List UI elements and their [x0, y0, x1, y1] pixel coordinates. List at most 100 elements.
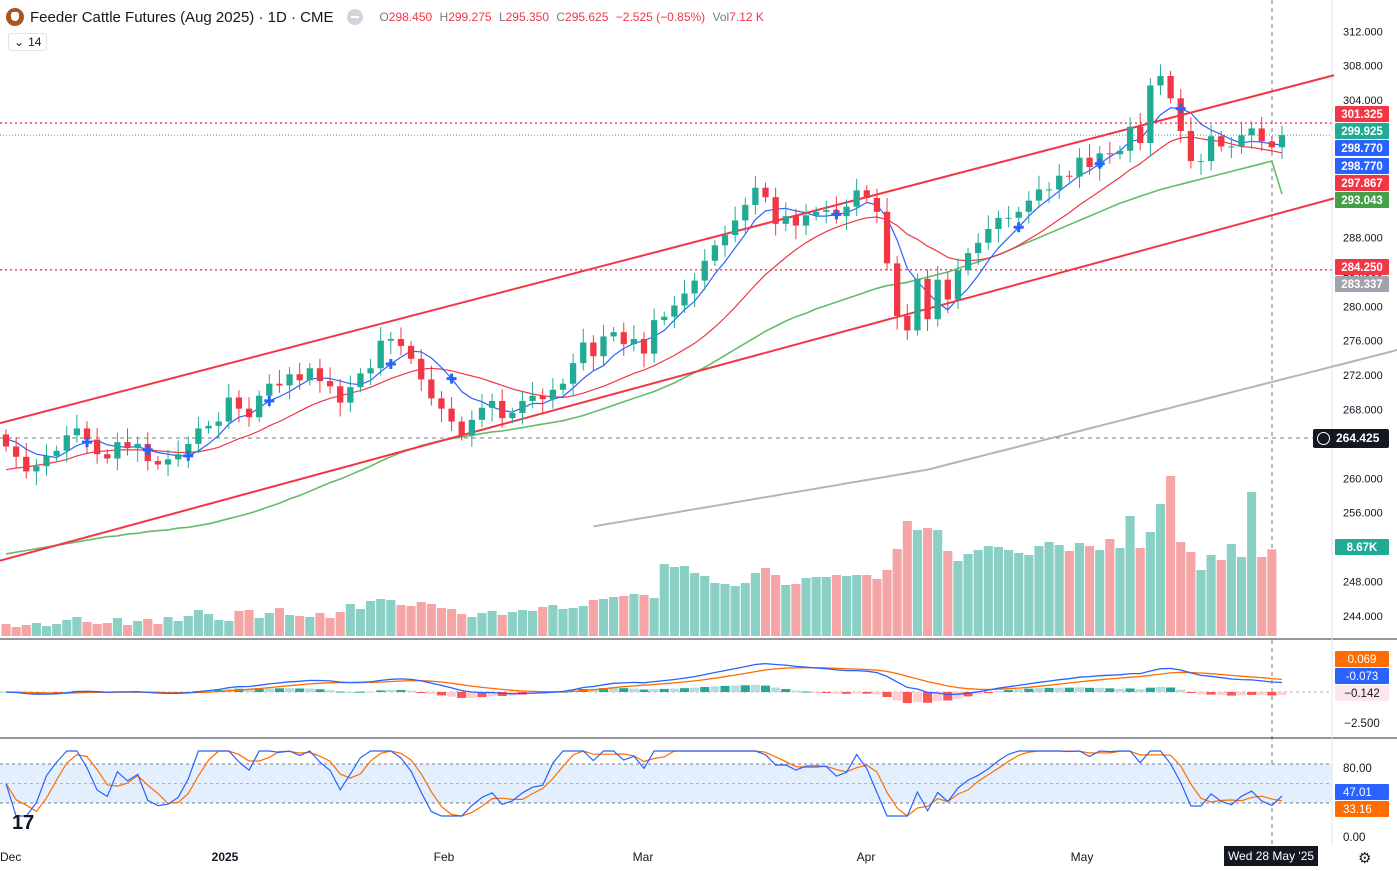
- macd-histogram-bar: [325, 690, 335, 692]
- candle-body: [407, 345, 415, 359]
- candle-body: [1045, 189, 1053, 191]
- candle-body: [63, 435, 70, 451]
- symbol-title[interactable]: Feeder Cattle Futures (Aug 2025) · 1D · …: [30, 8, 334, 26]
- candle-body: [296, 374, 303, 381]
- price-axis-label: 312.000: [1343, 26, 1383, 38]
- macd-histogram-bar: [52, 692, 62, 693]
- candle-body: [559, 383, 567, 390]
- volume-bar: [92, 624, 102, 636]
- candle-body: [235, 397, 243, 409]
- macd-histogram-bar: [487, 692, 497, 697]
- volume-bar: [1236, 557, 1247, 636]
- volume-bar: [1115, 548, 1125, 636]
- volume-bar: [234, 611, 244, 636]
- candle-body: [904, 315, 911, 331]
- candle-body: [1126, 126, 1134, 151]
- level-low-tag-text: 284.250: [1341, 262, 1383, 274]
- eye-icon[interactable]: [347, 9, 364, 25]
- candle-body: [1278, 135, 1286, 148]
- volume-bar: [244, 610, 254, 636]
- candle-body: [83, 428, 91, 440]
- candle-body: [1248, 128, 1255, 136]
- macd-histogram-bar: [1004, 690, 1014, 692]
- macd-histogram-bar: [406, 690, 416, 692]
- price-axis-label: 276.000: [1343, 336, 1383, 348]
- macd-histogram-bar: [1014, 689, 1024, 692]
- cross-marker: [446, 373, 457, 384]
- candle-body: [752, 187, 759, 205]
- macd-histogram-bar: [629, 688, 639, 692]
- volume-bar: [102, 623, 112, 636]
- volume-bar: [629, 594, 639, 636]
- macd-histogram-bar: [841, 692, 852, 694]
- candle-body: [1197, 161, 1205, 163]
- volume-bar: [1267, 549, 1277, 636]
- volume-bar: [740, 583, 750, 636]
- cross-marker: [142, 444, 153, 455]
- volume-bar: [325, 618, 335, 636]
- indicator-length-toggle[interactable]: ⌄ 14: [8, 33, 48, 51]
- macd-histogram-bar: [1267, 692, 1277, 696]
- candle-body: [1137, 126, 1144, 144]
- macd-histogram-bar: [315, 689, 325, 692]
- macd-histogram-bar: [700, 686, 710, 692]
- tradingview-logo-icon[interactable]: 17: [12, 812, 35, 834]
- macd-histogram-bar: [922, 692, 933, 703]
- macd-histogram-bar: [1176, 689, 1186, 692]
- candle-body: [569, 363, 577, 384]
- macd-histogram-bar: [254, 688, 264, 692]
- volume-bar: [760, 568, 771, 636]
- macd-line: [5, 662, 1283, 696]
- candle-body: [326, 381, 334, 387]
- macd-histogram-bar: [892, 692, 902, 701]
- candle-body: [256, 395, 263, 418]
- candle-body: [367, 368, 374, 374]
- volume-bar: [528, 611, 538, 636]
- plus-circle-icon[interactable]: [1317, 432, 1330, 445]
- volume-bar: [1216, 560, 1226, 636]
- volume-bar: [396, 605, 406, 636]
- candle-body: [104, 454, 111, 459]
- candle-body: [985, 229, 992, 243]
- candle-body: [1116, 150, 1124, 155]
- macd-histogram-bar: [973, 692, 983, 695]
- volume-bar: [426, 604, 436, 636]
- candle-body: [1056, 175, 1063, 190]
- legend-header[interactable]: Feeder Cattle Futures (Aug 2025) · 1D · …: [6, 6, 768, 28]
- channel-upper-line: [0, 74, 1335, 425]
- ma-green-tag-text: 293.043: [1341, 195, 1383, 207]
- macd-histogram-bar: [993, 690, 1004, 692]
- candle-body: [276, 383, 283, 386]
- candle-body: [1005, 217, 1012, 219]
- candle-body: [620, 332, 627, 345]
- volume-bar: [568, 608, 578, 636]
- volume-bar: [771, 575, 781, 636]
- price-axis-label: 248.000: [1343, 576, 1383, 588]
- volume-bar: [112, 618, 122, 636]
- candle-body: [853, 190, 860, 207]
- volume-bar: [517, 610, 528, 636]
- candle-body: [1066, 175, 1073, 177]
- cross-marker: [264, 395, 275, 406]
- candle-body: [438, 398, 445, 409]
- macd-histogram-bar: [791, 690, 801, 692]
- candle-body: [924, 278, 931, 320]
- candle-body: [519, 400, 526, 413]
- macd-tag-text-d: −2.500: [1344, 718, 1380, 730]
- macd-histogram-bar: [771, 687, 781, 692]
- ma-green-tag: [1335, 192, 1389, 208]
- macd-histogram-bar: [740, 685, 750, 692]
- volume-bar: [619, 596, 629, 636]
- ma-red-line: [5, 136, 1283, 471]
- crosshair-price-tag[interactable]: 264.425: [1313, 429, 1389, 448]
- macd-histogram-bar: [1277, 692, 1287, 696]
- volume-bar: [993, 547, 1004, 636]
- volume-bar: [1044, 542, 1054, 636]
- candle-body: [600, 336, 607, 357]
- cross-marker: [1094, 158, 1105, 169]
- gear-icon[interactable]: ⚙: [1358, 850, 1372, 867]
- volume-bar: [1186, 552, 1196, 636]
- macd-histogram-bar: [690, 687, 700, 692]
- volume-bar: [345, 604, 355, 636]
